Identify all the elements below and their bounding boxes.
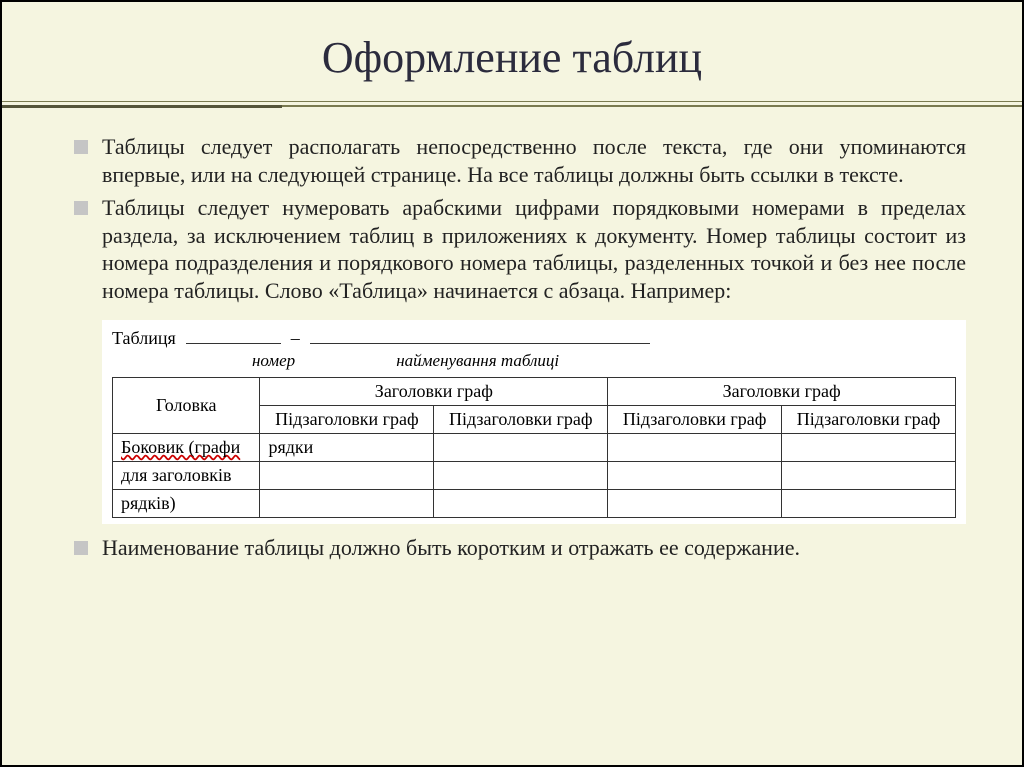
hint-name: найменування таблиці (396, 351, 559, 371)
table-row: Головка Заголовки граф Заголовки граф (113, 378, 956, 406)
table-row: для заголовків (113, 462, 956, 490)
bullet-text: Таблицы следует нумеровать арабскими циф… (102, 194, 966, 304)
body-cell (434, 490, 608, 518)
caption-number-blank (186, 343, 281, 344)
sub-header-cell: Підзаголовки граф (608, 406, 782, 434)
bullet-item: Таблицы следует нумеровать арабскими циф… (74, 194, 966, 304)
bullet-icon (74, 541, 88, 555)
sub-header-cell: Підзаголовки граф (260, 406, 434, 434)
table-row: рядків) (113, 490, 956, 518)
body-cell (260, 490, 434, 518)
slide-title: Оформление таблиц (50, 32, 974, 83)
body-cell (782, 462, 956, 490)
sub-header-cell: Підзаголовки граф (782, 406, 956, 434)
body-cell (434, 434, 608, 462)
group-header-cell: Заголовки граф (260, 378, 608, 406)
caption-name-blank (310, 343, 650, 344)
body-cell (782, 434, 956, 462)
body-cell (782, 490, 956, 518)
body-cell (260, 462, 434, 490)
head-main-cell: Головка (113, 378, 260, 434)
bullet-item: Наименование таблицы должно быть коротки… (74, 534, 966, 562)
caption-italic-hints: номер найменування таблиці (112, 351, 956, 371)
structure-table: Головка Заголовки граф Заголовки граф Пі… (112, 377, 956, 518)
caption-word: Таблиця (112, 328, 176, 349)
body-cell (608, 434, 782, 462)
sub-header-cell: Підзаголовки граф (434, 406, 608, 434)
bullet-icon (74, 201, 88, 215)
side-cell: рядків) (113, 490, 260, 518)
title-rule (50, 101, 974, 109)
hint-number: номер (252, 351, 392, 371)
group-header-cell: Заголовки граф (608, 378, 956, 406)
body-cell: рядки (260, 434, 434, 462)
slide-content: Таблицы следует располагать непосредстве… (50, 133, 974, 562)
bullet-item: Таблицы следует располагать непосредстве… (74, 133, 966, 188)
slide: Оформление таблиц Таблицы следует распол… (0, 0, 1024, 767)
bullet-text: Наименование таблицы должно быть коротки… (102, 534, 966, 562)
caption-dash: – (291, 328, 300, 349)
table-row: Боковик (графи рядки (113, 434, 956, 462)
body-cell (608, 462, 782, 490)
body-cell (608, 490, 782, 518)
body-cell (434, 462, 608, 490)
side-cell: для заголовків (113, 462, 260, 490)
table-example: Таблиця – номер найменування таблиці Гол… (102, 320, 966, 524)
table-caption: Таблиця – (112, 328, 956, 349)
side-cell: Боковик (графи (113, 434, 260, 462)
bullet-icon (74, 140, 88, 154)
bullet-text: Таблицы следует располагать непосредстве… (102, 133, 966, 188)
